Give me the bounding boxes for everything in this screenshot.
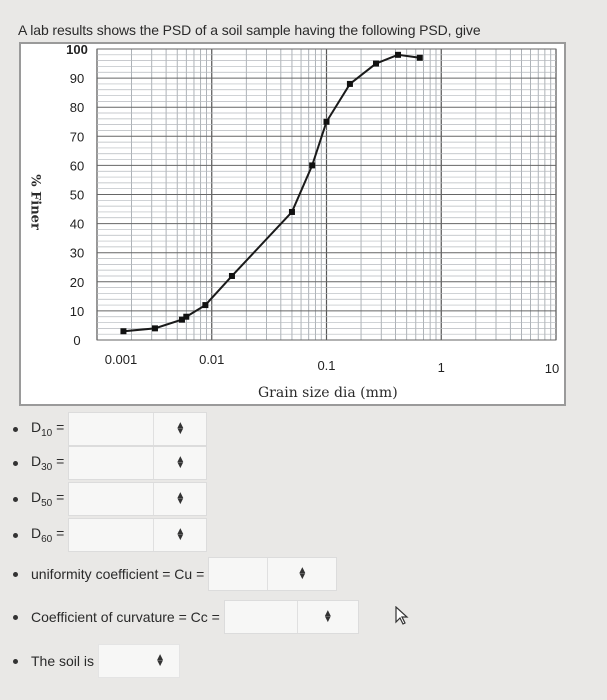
d10-answer: ▲ ▼	[68, 412, 208, 446]
d10-label: D10 =	[31, 419, 65, 439]
x-tick-label: 0.01	[199, 352, 224, 367]
cc-row: Coefficient of curvature = Cc = ▲ ▼	[13, 600, 359, 634]
y-tick-label: 60	[70, 158, 84, 173]
d50-label: D50 =	[31, 489, 65, 509]
data-point-marker	[183, 313, 190, 320]
data-point-marker	[309, 162, 316, 169]
data-point-marker	[346, 80, 353, 87]
updown-arrow-icon: ▲ ▼	[297, 565, 308, 582]
updown-arrow-icon: ▲ ▼	[322, 608, 333, 625]
d50-unit-select[interactable]: ▲ ▼	[154, 483, 206, 515]
y-tick-label: 80	[70, 100, 84, 115]
x-tick-label: 0.1	[317, 358, 335, 373]
bullet	[13, 571, 18, 577]
y-tick-label: 0	[73, 333, 80, 348]
d30-unit-select[interactable]: ▲ ▼	[154, 447, 206, 479]
d60-input[interactable]	[69, 519, 155, 551]
data-point-marker	[395, 51, 402, 58]
data-point-marker	[372, 60, 379, 67]
y-axis-label: % Finer	[27, 174, 43, 230]
data-point-marker	[202, 302, 209, 309]
y-tick-label: 40	[70, 217, 84, 232]
d60-answer: ▲ ▼	[68, 518, 208, 552]
y-tick-label: 100	[66, 44, 88, 57]
d50-row: D50 = ▲ ▼	[13, 482, 208, 516]
d10-unit-select[interactable]: ▲ ▼	[154, 413, 206, 445]
soil-row: The soil is ▲ ▼	[13, 644, 181, 678]
y-tick-label: 20	[70, 275, 84, 290]
d30-row: D30 = ▲ ▼	[13, 446, 208, 480]
bullet	[13, 496, 18, 502]
d50-input[interactable]	[69, 483, 155, 515]
x-tick-label: 0.001	[105, 352, 138, 367]
d10-input[interactable]	[69, 413, 155, 445]
data-point-marker	[151, 325, 158, 332]
d60-unit-select[interactable]: ▲ ▼	[154, 519, 206, 551]
updown-arrow-icon: ▲ ▼	[175, 454, 186, 471]
updown-arrow-icon: ▲ ▼	[175, 420, 186, 437]
d30-input[interactable]	[69, 447, 155, 479]
cu-row: uniformity coefficient = Cu = ▲ ▼	[13, 557, 338, 591]
soil-answer: ▲ ▼	[98, 644, 181, 678]
y-tick-label: 50	[70, 188, 84, 203]
cu-input[interactable]	[209, 558, 269, 590]
bullet	[13, 614, 18, 620]
d30-label: D30 =	[31, 453, 65, 473]
cc-select[interactable]: ▲ ▼	[298, 601, 358, 633]
updown-arrow-icon: ▲ ▼	[155, 652, 166, 669]
cu-answer: ▲ ▼	[208, 557, 338, 591]
cc-answer: ▲ ▼	[223, 600, 359, 634]
d30-answer: ▲ ▼	[68, 446, 208, 480]
cc-input[interactable]	[225, 601, 298, 633]
cu-select[interactable]: ▲ ▼	[268, 558, 336, 590]
d10-row: D10 = ▲ ▼	[13, 412, 208, 446]
x-axis-label: Grain size dia (mm)	[258, 385, 398, 401]
bullet	[13, 426, 18, 432]
d50-answer: ▲ ▼	[68, 482, 208, 516]
bullet	[13, 658, 18, 664]
updown-arrow-icon: ▲ ▼	[175, 526, 186, 543]
soil-label: The soil is	[31, 653, 95, 669]
mouse-pointer-icon	[395, 606, 409, 625]
question-text: A lab results shows the PSD of a soil sa…	[18, 22, 481, 38]
x-tick-label: 10	[545, 361, 559, 376]
data-point-marker	[323, 118, 330, 125]
x-tick-label: 1	[438, 360, 445, 375]
data-point-marker	[228, 272, 235, 279]
bullet	[13, 532, 18, 538]
data-point-marker	[288, 208, 295, 215]
y-tick-label: 10	[70, 304, 84, 319]
psd-chart-frame: 0 10 20 30 40 50 60 70 80 90 100 0.001 0.01 0.1 1 10	[19, 42, 566, 406]
cc-label: Coefficient of curvature = Cc =	[31, 609, 220, 625]
updown-arrow-icon: ▲ ▼	[175, 490, 186, 507]
data-point-marker	[120, 328, 127, 335]
y-tick-label: 70	[70, 129, 84, 144]
psd-chart: 0 10 20 30 40 50 60 70 80 90 100 0.001 0.01 0.1 1 10	[66, 44, 559, 376]
bullet	[13, 460, 18, 466]
data-point-marker	[178, 316, 185, 323]
d60-label: D60 =	[31, 525, 65, 545]
y-tick-label: 30	[70, 246, 84, 261]
cu-label: uniformity coefficient = Cu =	[31, 566, 205, 582]
y-tick-label: 90	[70, 71, 84, 86]
data-point-marker	[416, 54, 423, 61]
soil-type-select[interactable]: ▲ ▼	[99, 645, 179, 677]
d60-row: D60 = ▲ ▼	[13, 518, 208, 552]
